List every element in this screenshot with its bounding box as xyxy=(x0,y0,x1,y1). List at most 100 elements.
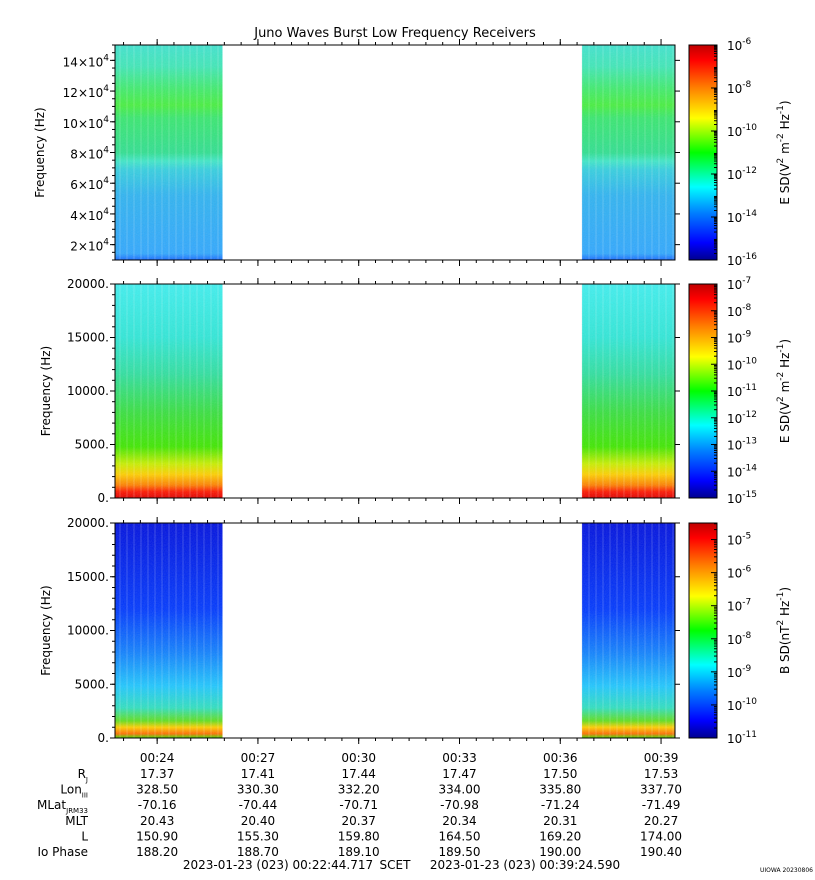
ephemeris-label: MLT xyxy=(65,814,88,828)
ephemeris-value: -70.44 xyxy=(239,798,278,812)
ephemeris-value: 20.34 xyxy=(442,814,476,828)
ephemeris-value: 17.37 xyxy=(140,767,174,781)
time-axis: 00:24 00:27 00:30 00:33 00:36 00:39 xyxy=(140,751,678,765)
time-tick-label: 00:30 xyxy=(341,751,376,765)
ephemeris-value: 17.53 xyxy=(644,767,678,781)
y-tick-label: 8×104 xyxy=(70,146,109,162)
ephemeris-value: 334.00 xyxy=(438,783,480,797)
chart-title: Juno Waves Burst Low Frequency Receivers xyxy=(253,26,536,41)
y-axis-title: Frequency (Hz) xyxy=(39,585,53,676)
colorbar-frame xyxy=(688,44,718,261)
ephemeris-value: 332.20 xyxy=(338,783,380,797)
ephemeris-value: 17.47 xyxy=(442,767,476,781)
y-tick-label: 10000. xyxy=(67,384,109,398)
processing-stamp: UIOWA 20230806 xyxy=(760,867,813,874)
time-tick-label: 00:36 xyxy=(543,751,578,765)
ephemeris-value: 188.70 xyxy=(237,845,279,859)
time-tick-label: 00:27 xyxy=(241,751,276,765)
time-range-end: 2023-01-23 (023) 00:39:24.590 xyxy=(430,858,620,872)
panels: 2×104 4×104 6×104 8×104 10×104 12×104 14×104 Fr… xyxy=(33,39,680,745)
colorbar-tick-label: 10-10 xyxy=(727,697,757,713)
y-tick-label: 12×104 xyxy=(63,84,110,100)
y-tick-label: 10000. xyxy=(67,624,109,638)
spectrogram-noise xyxy=(115,284,223,498)
ephemeris-value: 169.20 xyxy=(539,829,581,843)
colorbar-tick-label: 10-6 xyxy=(727,37,752,53)
colorbar-tick-label: 10-8 xyxy=(727,80,752,96)
y-tick-label: 4×104 xyxy=(70,207,109,223)
y-axis-title: Frequency (Hz) xyxy=(39,346,53,437)
colorbar-tick-label: 10-8 xyxy=(727,303,752,319)
spectrogram-noise xyxy=(581,45,675,260)
y-tick-label: 15000. xyxy=(67,570,109,584)
ephemeris-value: -70.98 xyxy=(440,798,479,812)
time-frame-label: SCET xyxy=(380,858,412,872)
time-tick-label: 00:24 xyxy=(140,751,175,765)
y-tick-label: 20000. xyxy=(67,277,109,291)
y-tick-label: 5000. xyxy=(75,438,109,452)
colorbar-tick-label: 10-8 xyxy=(727,631,752,647)
ephemeris-value: 189.10 xyxy=(338,845,380,859)
y-axis-title: Frequency (Hz) xyxy=(33,107,47,198)
y-tick-label: 20000. xyxy=(67,516,109,530)
colorbar-tick-label: 10-7 xyxy=(727,276,751,292)
colorbar-tick-label: 10-11 xyxy=(727,383,757,399)
ephemeris-label: Io Phase xyxy=(37,845,88,859)
ephemeris-value: 328.50 xyxy=(136,783,178,797)
ephemeris-value: 190.40 xyxy=(640,845,682,859)
ephemeris-value: 17.50 xyxy=(543,767,577,781)
y-tick-label: 10×104 xyxy=(63,115,110,131)
y-tick-label: 5000. xyxy=(75,677,109,691)
colorbar-frame xyxy=(688,522,718,739)
ephemeris-value: 17.44 xyxy=(342,767,376,781)
ephemeris-value: 188.20 xyxy=(136,845,178,859)
y-tick-label: 0. xyxy=(98,731,109,745)
time-tick-label: 00:33 xyxy=(442,751,477,765)
ephemeris-value: 164.50 xyxy=(438,829,480,843)
panel-2: 0. 5000. 10000. 15000. 20000. Frequency (Hz) xyxy=(39,277,680,505)
colorbar-tick-label: 10-7 xyxy=(727,598,751,614)
spectrogram-noise xyxy=(115,45,223,260)
panel-3: 0. 5000. 10000. 15000. 20000. Frequency (Hz) xyxy=(39,516,680,745)
spectrogram-noise xyxy=(115,523,223,738)
ephemeris-value: 155.30 xyxy=(237,829,279,843)
ephemeris-value: 190.00 xyxy=(539,845,581,859)
time-tick-label: 00:39 xyxy=(644,751,679,765)
ephemeris-label: L xyxy=(81,829,88,843)
colorbar-tick-label: 10-14 xyxy=(727,209,757,225)
spectrogram-noise xyxy=(581,284,675,498)
ephemeris-value: -70.16 xyxy=(138,798,177,812)
colorbar-tick-label: 10-14 xyxy=(727,463,757,479)
colorbar-tick-label: 10-9 xyxy=(727,664,752,680)
colorbar-tick-label: 10-12 xyxy=(727,410,757,426)
colorbar-3: 10-11 10-10 10-9 10-8 10-7 10-6 10-5 B SD(nT2 H… xyxy=(688,522,792,746)
ephemeris-value: -71.49 xyxy=(642,798,681,812)
colorbar-2: 10-15 10-14 10-13 10-12 10-11 10-10 10-9 10-8 10… xyxy=(688,276,792,506)
ephemeris-value: 189.50 xyxy=(438,845,480,859)
colorbars: 10-16 10-14 10-12 10-10 10-8 10-6 E SD(V2 m-2 … xyxy=(688,37,792,746)
ephemeris-value: 330.30 xyxy=(237,783,279,797)
colorbar-tick-label: 10-12 xyxy=(727,166,757,182)
colorbar-gradient xyxy=(689,523,717,738)
ephemeris-value: -71.24 xyxy=(541,798,580,812)
y-tick-label: 15000. xyxy=(67,331,109,345)
ephemeris-value: 20.31 xyxy=(543,814,577,828)
colorbar-tick-label: 10-16 xyxy=(727,252,757,268)
ephemeris-value: 335.80 xyxy=(539,783,581,797)
ephemeris-label: LonIII xyxy=(60,783,88,800)
colorbar-tick-label: 10-13 xyxy=(727,437,757,453)
y-tick-label: 2×104 xyxy=(70,238,109,254)
ephemeris-value: 150.90 xyxy=(136,829,178,843)
colorbar-gradient xyxy=(689,45,717,260)
colorbar-tick-label: 10-6 xyxy=(727,565,752,581)
ephemeris-value: -70.71 xyxy=(339,798,378,812)
colorbar-tick-label: 10-9 xyxy=(727,330,752,346)
colorbar-tick-label: 10-11 xyxy=(727,730,757,746)
spectrogram-noise xyxy=(581,523,675,738)
ephemeris-value: 20.27 xyxy=(644,814,678,828)
colorbar-title: E SD(V2 m-2 Hz-1) xyxy=(776,339,792,443)
ephemeris-value: 20.40 xyxy=(241,814,275,828)
ephemeris-label: RJ xyxy=(78,767,88,784)
ephemeris-value: 20.43 xyxy=(140,814,174,828)
